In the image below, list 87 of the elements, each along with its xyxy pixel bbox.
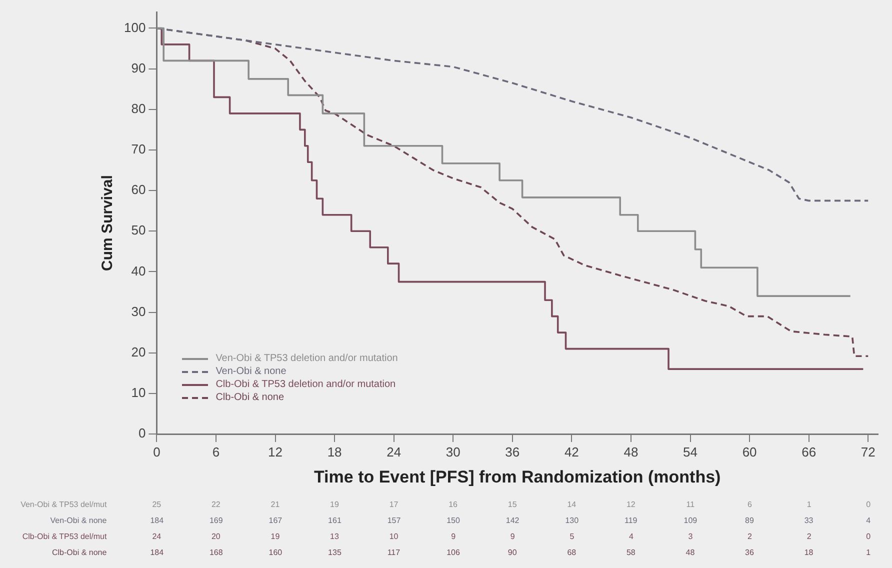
text: 4 — [628, 532, 634, 541]
text: 13 — [330, 532, 339, 541]
text: 142 — [506, 516, 520, 525]
text: 167 — [268, 516, 282, 525]
y-tick-label: 10 — [131, 385, 146, 400]
text: 135 — [328, 548, 342, 557]
y-tick-label: 80 — [131, 100, 146, 116]
text: 17 — [389, 500, 398, 509]
text: 68 — [567, 548, 576, 557]
text: 33 — [804, 516, 814, 525]
x-tick-label: 42 — [564, 444, 579, 460]
text: 184 — [150, 516, 164, 525]
text: 22 — [211, 500, 220, 509]
text: 12 — [626, 500, 636, 509]
y-tick-label: 60 — [131, 182, 146, 198]
text: 3 — [688, 532, 693, 541]
text: 48 — [686, 548, 695, 557]
text: 25 — [152, 500, 162, 509]
x-tick-label: 18 — [327, 444, 342, 460]
text: 1 — [806, 500, 812, 509]
legend-label: Ven-Obi & none — [216, 365, 286, 378]
text: 36 — [745, 548, 754, 557]
text: 19 — [270, 532, 280, 541]
x-tick-label: 66 — [802, 444, 816, 460]
text: 130 — [565, 516, 579, 525]
x-tick-label: 60 — [742, 444, 757, 460]
x-tick-label: 24 — [386, 444, 402, 460]
text: 16 — [448, 500, 458, 509]
y-tick-label: 70 — [131, 142, 146, 157]
y-tick-label: 30 — [131, 304, 146, 319]
text: 5 — [570, 532, 574, 541]
x-tick-label: 72 — [860, 444, 876, 460]
text: 89 — [745, 516, 754, 525]
y-tick-label: 50 — [131, 222, 146, 238]
x-tick-label: 0 — [153, 444, 160, 460]
text: 4 — [866, 516, 871, 525]
text: 6 — [748, 500, 752, 509]
x-tick-label: 48 — [624, 444, 638, 460]
text: 9 — [510, 532, 515, 541]
text: 150 — [446, 516, 460, 525]
text: 106 — [446, 548, 460, 557]
text: 18 — [804, 548, 814, 557]
legend-label: Clb-Obi & none — [216, 391, 284, 404]
text: 109 — [684, 516, 698, 525]
text: 184 — [150, 548, 164, 557]
x-tick-label: 30 — [446, 444, 460, 460]
text: 10 — [389, 532, 398, 541]
y-axis-title: Cum Survival — [99, 175, 116, 271]
legend-label: Clb-Obi & TP53 deletion and/or mutation — [216, 378, 396, 391]
text: 168 — [209, 548, 223, 557]
x-tick-label: 36 — [505, 444, 520, 460]
text: 9 — [451, 532, 456, 541]
text: 117 — [387, 548, 400, 557]
text: 0 — [866, 532, 871, 541]
text: 119 — [624, 516, 638, 525]
text: 15 — [508, 500, 517, 509]
text: Clb-Obi & none — [52, 548, 107, 557]
y-tick-label: 40 — [131, 263, 146, 278]
line-series — [156, 27, 870, 202]
y-tick-label: 90 — [131, 60, 146, 76]
text: 161 — [328, 516, 342, 525]
text: 157 — [387, 516, 401, 525]
text: 90 — [508, 548, 517, 557]
text: 169 — [209, 516, 223, 525]
y-tick-label: 0 — [138, 426, 146, 441]
text: Clb-Obi & TP53 del/mut — [22, 532, 107, 541]
text: 19 — [330, 500, 339, 509]
text: 160 — [268, 548, 282, 557]
legend-label: Ven-Obi & TP53 deletion and/or mutation — [216, 352, 398, 365]
text: 21 — [270, 500, 280, 509]
x-axis-title: Time to Event [PFS] from Randomization (months) — [314, 467, 721, 486]
text: 11 — [686, 500, 695, 509]
x-tick-label: 54 — [683, 444, 698, 460]
text: Ven-Obi & TP53 del/mut — [20, 500, 107, 509]
text: Ven-Obi & none — [50, 516, 107, 525]
x-tick-label: 6 — [212, 444, 220, 460]
text: 0 — [866, 500, 871, 509]
text: 24 — [152, 532, 162, 541]
y-tick-label: 100 — [124, 20, 146, 35]
text: 14 — [567, 500, 576, 509]
text: 2 — [806, 532, 812, 541]
text: 20 — [211, 532, 220, 541]
text: 1 — [866, 548, 871, 557]
y-tick-label: 20 — [131, 344, 146, 360]
text: 2 — [748, 532, 752, 541]
text: 58 — [626, 548, 636, 557]
x-tick-label: 12 — [268, 444, 282, 460]
